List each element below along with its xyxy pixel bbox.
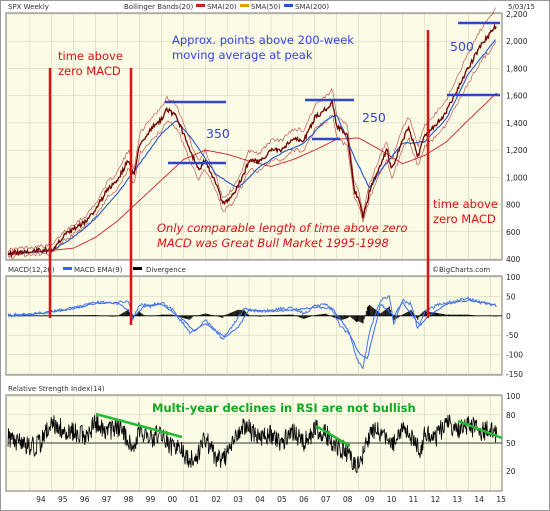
sma200-swatch	[284, 4, 293, 7]
macd-y-tick-label: -150	[506, 370, 523, 379]
rsi-y-tick-label: 20	[506, 467, 516, 476]
macd-y-axis: 100 50 0 -50 -100 -150	[506, 273, 523, 379]
x-tick-label: 96	[80, 495, 90, 504]
macd-ema-swatch	[63, 267, 72, 270]
annotation-time-above-left-1: time above	[58, 49, 123, 63]
rsi-decline-line-2014	[457, 419, 503, 440]
x-tick-label: 00	[168, 495, 178, 504]
price-series	[7, 7, 498, 260]
date-label: 5/03/15	[508, 3, 535, 11]
spx-price-line	[7, 23, 497, 258]
x-tick-label: 15	[496, 495, 506, 504]
macd-y-tick-label: -100	[506, 351, 523, 360]
rsi-header: Relative Strength Index(14)	[8, 385, 105, 393]
x-tick-label: 11	[409, 495, 419, 504]
annotation-500: 500	[450, 39, 474, 54]
price-y-tick-label: 800	[506, 201, 521, 210]
price-y-tick-label: 1,800	[506, 64, 528, 73]
x-tick-label: 12	[431, 495, 441, 504]
x-tick-label: 01	[190, 495, 200, 504]
macd-y-tick-label: 0	[506, 312, 511, 321]
macd-ema-label: MACD EMA(9)	[74, 266, 123, 274]
rsi-decline-line-1997	[95, 412, 183, 439]
rsi-label: Relative Strength Index(14)	[8, 385, 105, 393]
x-tick-label: 08	[343, 495, 353, 504]
x-axis: 94 95 96 97 98 99 00 01 02 03 04 05 06 07 08 09 10 11 12 13…	[36, 495, 506, 504]
macd-y-tick-label: 100	[506, 273, 521, 282]
rsi-decline-line-2007	[315, 424, 351, 448]
annotation-text: time above zero MACD Approx. points abov…	[58, 33, 498, 415]
price-y-tick-label: 1,600	[506, 92, 528, 101]
macd-header: MACD(12,26) MACD EMA(9) Divergence ©BigC…	[8, 266, 490, 274]
macd-y-tick-label: 50	[506, 292, 516, 301]
rsi-y-tick-label: 100	[506, 392, 521, 401]
price-y-tick-label: 2,000	[506, 37, 528, 46]
macd-line	[7, 295, 497, 370]
rsi-series	[7, 414, 502, 474]
price-header: SPX Weekly Bollinger Bands(20) SMA(20) S…	[8, 3, 535, 11]
x-tick-label: 14	[474, 495, 484, 504]
price-y-tick-label: 1,000	[506, 173, 528, 182]
sma200-line	[7, 92, 498, 256]
rsi-line	[7, 414, 498, 474]
x-tick-label: 07	[321, 495, 331, 504]
price-y-tick-label: 2,200	[506, 10, 528, 19]
symbol-label: SPX Weekly	[8, 3, 49, 11]
sma200-label: SMA(200)	[295, 3, 329, 11]
annotation-time-above-left-2: zero MACD	[58, 64, 121, 78]
annotation-time-above-right-1: time above	[433, 197, 498, 211]
divergence-label: Divergence	[146, 266, 186, 274]
x-tick-label: 02	[211, 495, 221, 504]
annotation-time-above-right-2: zero MACD	[433, 212, 496, 226]
macd-y-tick-label: -50	[506, 331, 518, 340]
price-y-tick-label: 1,400	[506, 119, 528, 128]
x-tick-label: 99	[146, 495, 156, 504]
annotation-250: 250	[362, 110, 386, 125]
rsi-y-axis: 100 80 50 20	[506, 392, 521, 476]
sma20-label: SMA(20)	[207, 3, 237, 11]
bollinger-upper-line	[7, 7, 497, 253]
x-tick-label: 05	[277, 495, 287, 504]
rsi-y-tick-label: 80	[506, 411, 516, 420]
annotation-rsi-note: Multi-year declines in RSI are not bulli…	[152, 401, 416, 415]
annotation-comparable-2: MACD was Great Bull Market 1995-1998	[157, 236, 389, 250]
sma20-swatch	[196, 4, 205, 7]
annotation-peak-2: moving average at peak	[172, 48, 313, 62]
x-tick-label: 13	[452, 495, 462, 504]
macd-label: MACD(12,26)	[8, 266, 55, 274]
annotation-peak-1: Approx. points above 200-week	[172, 33, 354, 47]
x-tick-label: 94	[36, 495, 46, 504]
annotation-comparable-1: Only comparable length of time above zer…	[157, 221, 407, 235]
price-y-axis: 2,200 2,000 1,800 1,600 1,400 1,200 1,000 800 60…	[506, 10, 528, 264]
annotation-graphics	[48, 21, 503, 448]
price-y-tick-label: 400	[506, 255, 521, 264]
x-tick-label: 95	[58, 495, 68, 504]
x-tick-label: 10	[387, 495, 397, 504]
price-y-tick-label: 600	[506, 228, 521, 237]
x-tick-label: 98	[124, 495, 134, 504]
price-y-tick-label: 1,200	[506, 146, 528, 155]
x-tick-label: 97	[102, 495, 112, 504]
sma50-swatch	[240, 4, 249, 7]
rsi-y-tick-label: 50	[506, 439, 516, 448]
macd-gridlines	[8, 276, 502, 375]
macd-series	[7, 295, 502, 370]
watermark: ©BigCharts.com	[432, 266, 490, 274]
x-tick-label: 06	[299, 495, 309, 504]
bollinger-label: Bollinger Bands(20)	[124, 3, 193, 11]
x-tick-label: 03	[233, 495, 243, 504]
x-tick-label: 09	[365, 495, 375, 504]
sma50-label: SMA(50)	[251, 3, 281, 11]
divergence-swatch	[133, 267, 142, 270]
annotation-350: 350	[206, 126, 230, 141]
x-tick-label: 04	[255, 495, 265, 504]
